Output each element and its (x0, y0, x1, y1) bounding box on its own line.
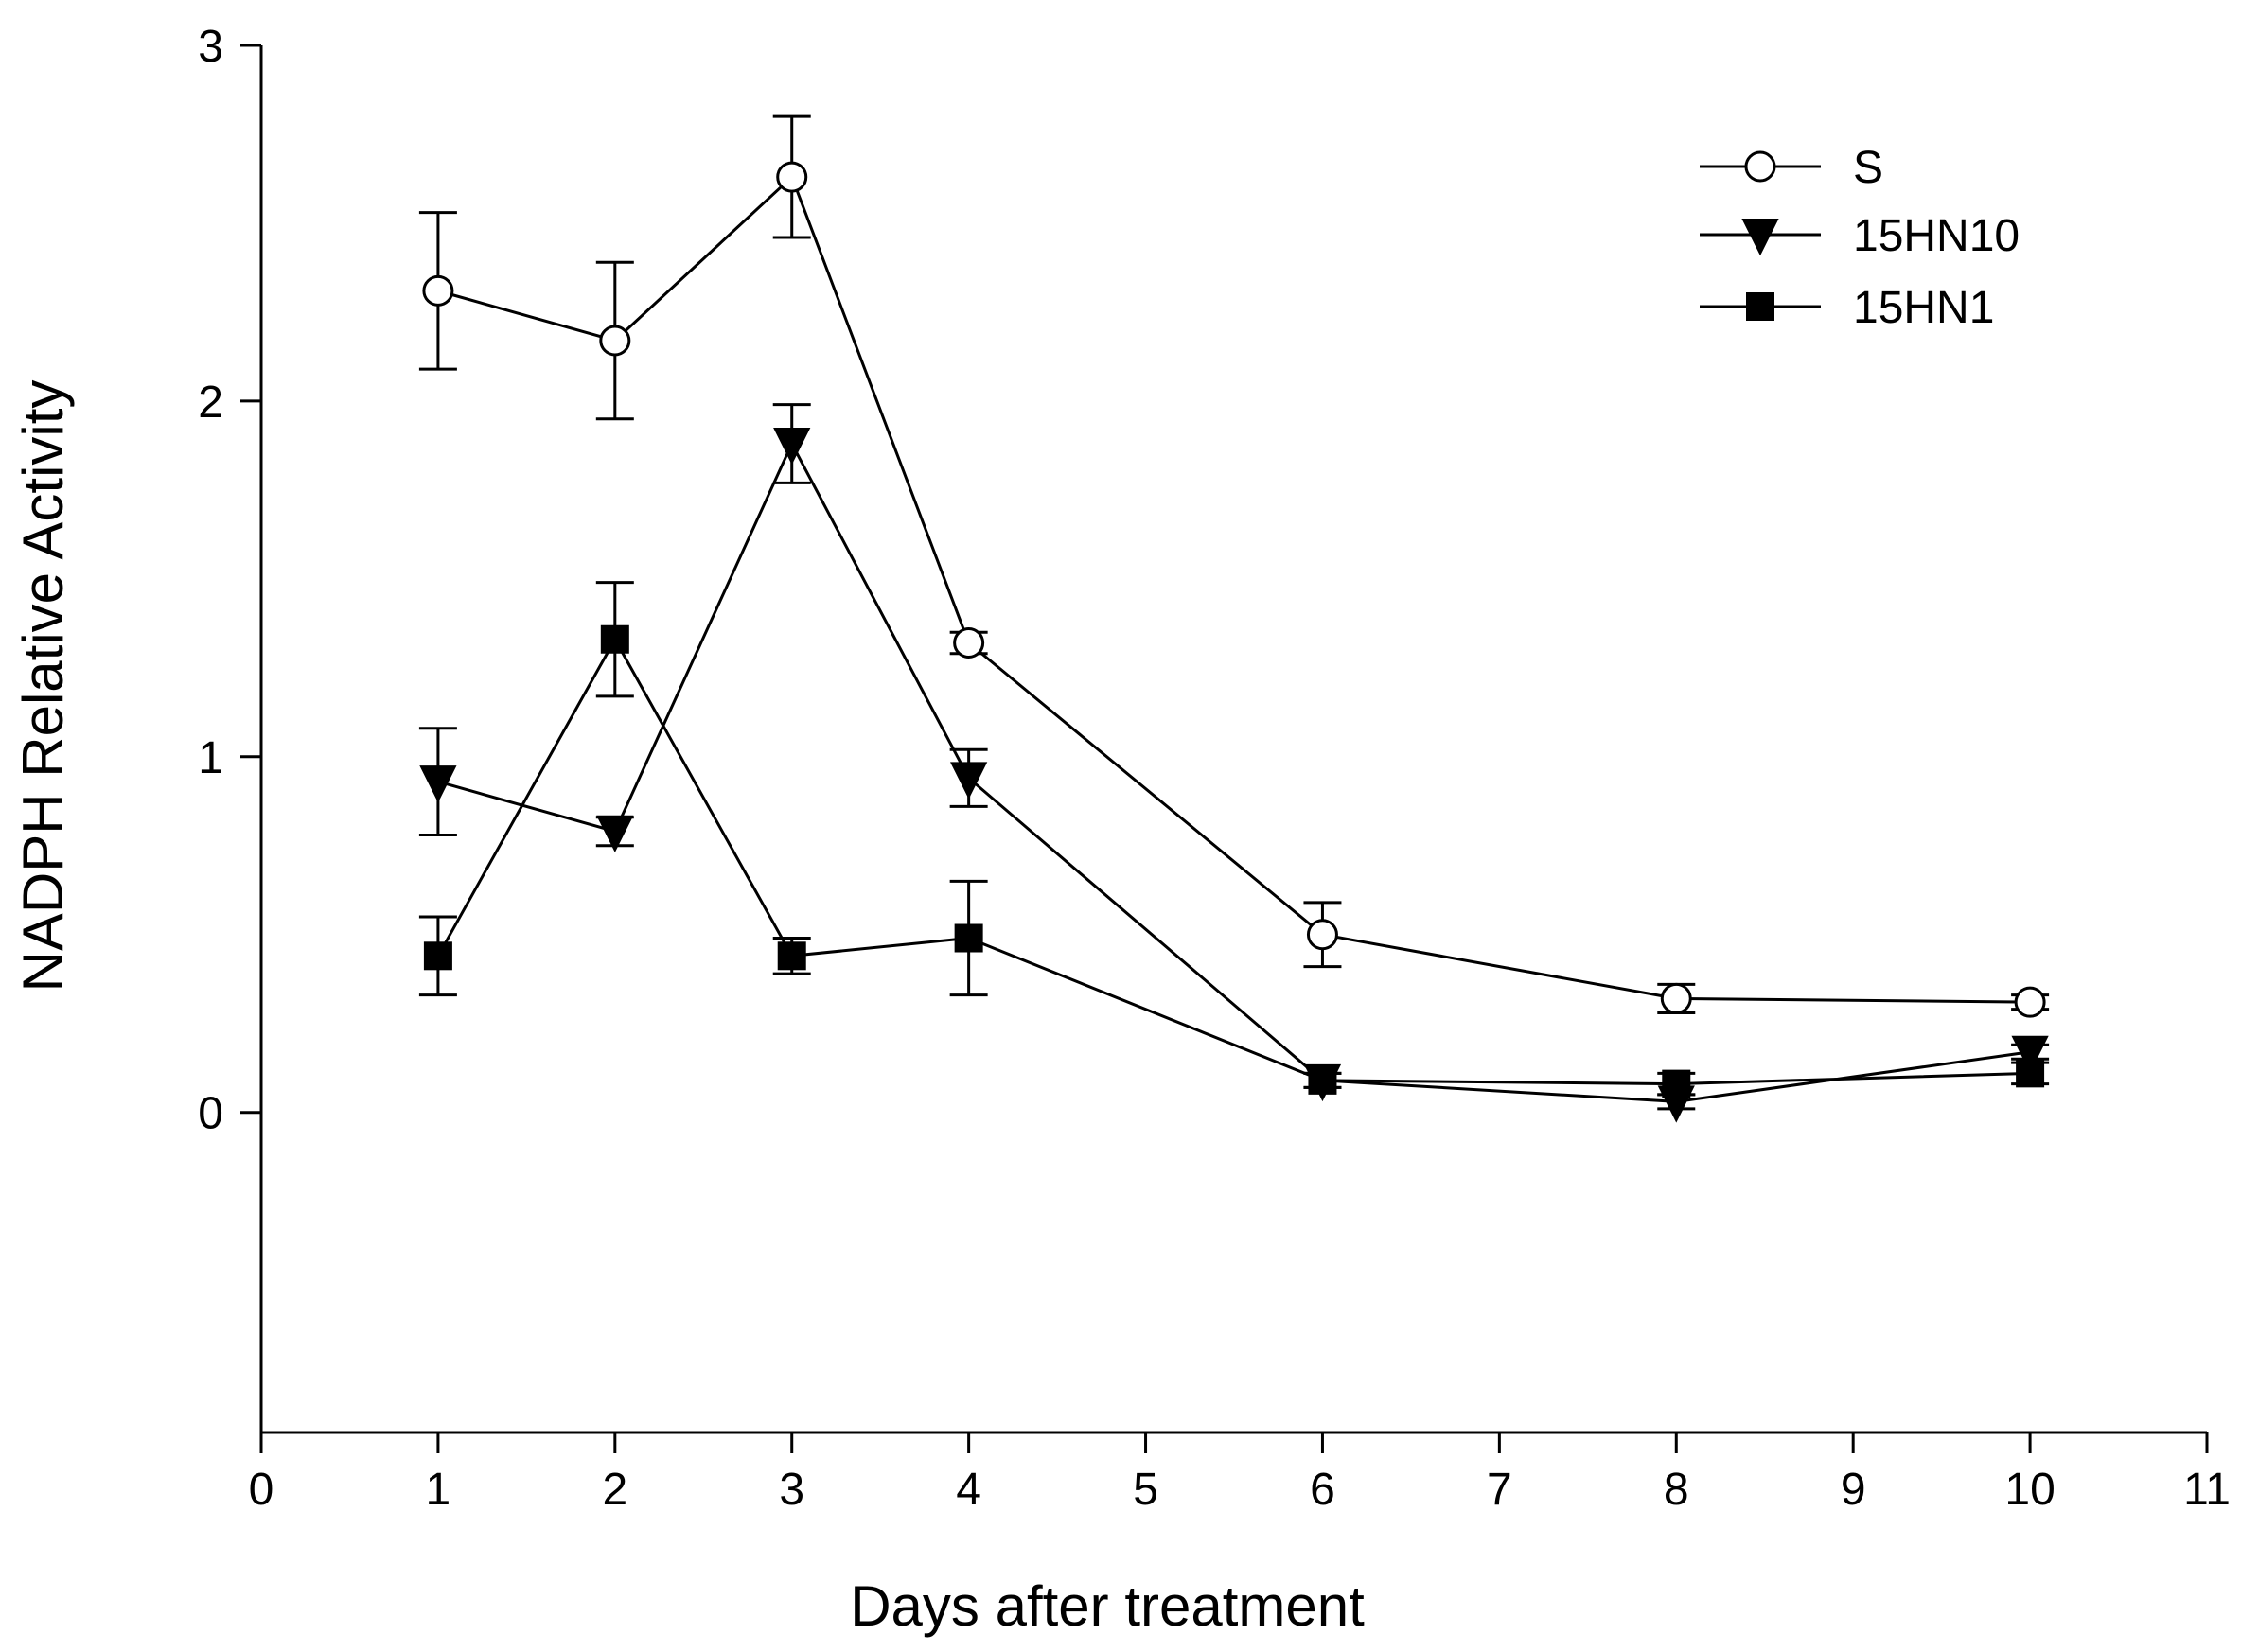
data-point-s-8 (1660, 982, 1692, 1014)
legend-marker-15hn1 (1746, 292, 1774, 321)
y-tick-label-1: 1 (198, 733, 223, 783)
legend: S 15HN10 15HN1 (1700, 143, 2020, 333)
legend-item-15hn1: 15HN1 (1700, 283, 1994, 333)
data-point-s-10 (2014, 986, 2046, 1018)
y-tick-label-2: 2 (198, 378, 223, 428)
legend-item-s: S (1700, 143, 1883, 193)
x-axis-title: Days after treatment (850, 1574, 1365, 1638)
series-line-s (437, 174, 2031, 1004)
data-point-15hn10-1 (419, 765, 457, 803)
legend-marker-s (1744, 150, 1776, 183)
y-tick-label-3: 3 (198, 22, 223, 72)
x-tick-label-8: 8 (1664, 1465, 1689, 1515)
data-point-15hn1-3 (777, 941, 806, 971)
x-tick-label-4: 4 (956, 1465, 981, 1515)
data-point-15hn1-6 (1308, 1065, 1337, 1095)
legend-label-s: S (1853, 143, 1883, 193)
series-15hn1 (418, 581, 2050, 1098)
x-tick-label-1: 1 (426, 1465, 451, 1515)
legend-label-15hn10: 15HN10 (1853, 211, 2020, 261)
legend-marker-15hn10 (1741, 219, 1779, 256)
legend-item-15hn10: 15HN10 (1700, 211, 2020, 261)
data-point-15hn10-3 (773, 428, 811, 466)
data-point-15hn10-4 (950, 762, 988, 800)
y-tick-label-0: 0 (198, 1089, 223, 1139)
data-point-s-2 (599, 325, 631, 357)
data-point-15hn10-10 (2011, 1035, 2049, 1074)
x-tick-label-10: 10 (2004, 1465, 2055, 1515)
x-tick-label-7: 7 (1487, 1465, 1512, 1515)
data-point-15hn1-1 (423, 941, 452, 971)
x-tick-label-6: 6 (1310, 1465, 1335, 1515)
x-tick-label-5: 5 (1133, 1465, 1158, 1515)
series-15hn10 (418, 403, 2050, 1123)
data-point-s-3 (776, 161, 808, 193)
series-layer (418, 114, 2050, 1123)
data-point-15hn1-10 (2016, 1059, 2045, 1088)
axes: 0 1 2 3 4 5 6 7 8 9 10 11 0 1 2 3 (198, 22, 2231, 1515)
x-tick-label-2: 2 (602, 1465, 627, 1515)
series-line-15hn10 (437, 440, 2031, 1103)
x-tick-label-11: 11 (2183, 1465, 2231, 1515)
x-tick-label-0: 0 (249, 1465, 274, 1515)
data-point-s-1 (422, 274, 454, 307)
x-tick-label-9: 9 (1841, 1465, 1866, 1515)
data-point-15hn1-8 (1662, 1069, 1691, 1098)
data-point-15hn1-4 (954, 923, 983, 953)
x-tick-label-3: 3 (779, 1465, 804, 1515)
y-axis-title: NADPH Relative Activity (11, 380, 75, 993)
series-s (418, 114, 2050, 1018)
data-point-s-6 (1306, 919, 1338, 951)
legend-label-15hn1: 15HN1 (1853, 283, 1994, 333)
data-point-15hn1-2 (600, 624, 629, 654)
data-point-15hn10-2 (596, 815, 634, 852)
data-point-s-4 (953, 627, 985, 659)
